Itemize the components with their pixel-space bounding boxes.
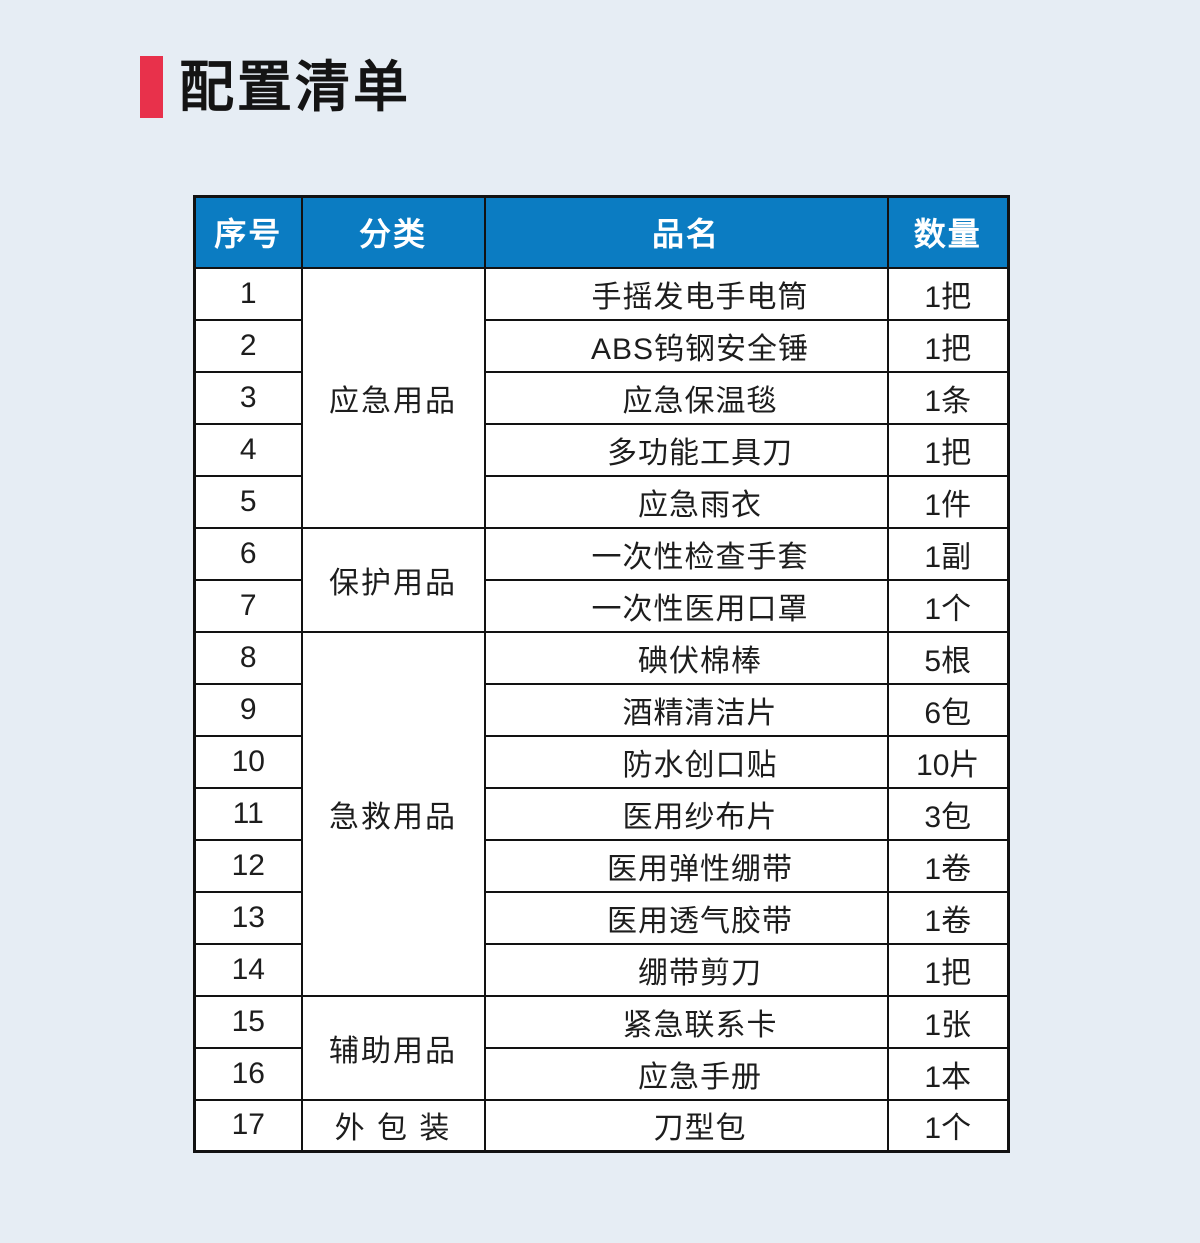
cell-row-number: 9 xyxy=(193,682,303,737)
table-row: 16 应急手册 1本 xyxy=(193,1046,1010,1101)
cell-category: 急救用品 xyxy=(300,630,486,997)
table-row: 6 保护用品 一次性检查手套 1副 xyxy=(193,526,1010,633)
table-row: 10 防水创口贴 10片 xyxy=(193,734,1010,789)
cell-quantity: 6包 xyxy=(886,682,1010,737)
cell-quantity: 1把 xyxy=(886,318,1010,373)
cell-row-number: 2 xyxy=(193,318,303,373)
cell-row-number: 7 xyxy=(193,578,303,633)
table-row: 4 多功能工具刀 1把 xyxy=(193,422,1010,477)
cell-item-name: 应急保温毯 xyxy=(483,370,889,425)
table-row: 1 应急用品 手摇发电手电筒 1把 xyxy=(193,266,1010,529)
cell-quantity: 1副 xyxy=(886,526,1010,581)
cell-row-number: 10 xyxy=(193,734,303,789)
table-row: 7 一次性医用口罩 1个 xyxy=(193,578,1010,633)
cell-quantity: 1个 xyxy=(886,1098,1010,1153)
cell-row-number: 12 xyxy=(193,838,303,893)
table-row: 5 应急雨衣 1件 xyxy=(193,474,1010,529)
column-header-no: 序号 xyxy=(193,195,303,269)
cell-quantity: 5根 xyxy=(886,630,1010,685)
inventory-table-header: 序号 分类 品名 数量 xyxy=(193,195,1010,269)
cell-row-number: 8 xyxy=(193,630,303,685)
cell-row-number: 6 xyxy=(193,526,303,581)
cell-quantity: 1本 xyxy=(886,1046,1010,1101)
cell-category: 外 包 装 xyxy=(300,1098,486,1153)
column-header-name: 品名 xyxy=(483,195,889,269)
cell-quantity: 1把 xyxy=(886,266,1010,321)
cell-item-name: 应急雨衣 xyxy=(483,474,889,529)
cell-quantity: 1卷 xyxy=(886,890,1010,945)
table-row: 17 外 包 装刀型包 1个 xyxy=(193,1098,1010,1153)
header-row: 序号 分类 品名 数量 xyxy=(193,195,1010,269)
cell-item-name: 防水创口贴 xyxy=(483,734,889,789)
cell-quantity: 3包 xyxy=(886,786,1010,841)
cell-quantity: 10片 xyxy=(886,734,1010,789)
cell-item-name: 医用弹性绷带 xyxy=(483,838,889,893)
table-row: 11 医用纱布片 3包 xyxy=(193,786,1010,841)
inventory-table-body: 1 应急用品 手摇发电手电筒 1把 2 ABS钨钢安全锤 1把 3 应急保温毯 1条 4 多功能工具刀… xyxy=(193,266,1010,1153)
cell-category: 辅助用品 xyxy=(300,994,486,1101)
table-row: 15 辅助用品 紧急联系卡 1张 xyxy=(193,994,1010,1101)
cell-quantity: 1条 xyxy=(886,370,1010,425)
cell-quantity: 1把 xyxy=(886,942,1010,997)
cell-item-name: 酒精清洁片 xyxy=(483,682,889,737)
cell-item-name: 碘伏棉棒 xyxy=(483,630,889,685)
table-row: 12 医用弹性绷带 1卷 xyxy=(193,838,1010,893)
cell-item-name: 紧急联系卡 xyxy=(483,994,889,1049)
cell-row-number: 4 xyxy=(193,422,303,477)
cell-item-name: 一次性检查手套 xyxy=(483,526,889,581)
page-title: 配置清单 xyxy=(179,55,412,118)
cell-item-name: 医用纱布片 xyxy=(483,786,889,841)
column-header-qty: 数量 xyxy=(886,195,1010,269)
table-row: 13 医用透气胶带 1卷 xyxy=(193,890,1010,945)
cell-item-name: 多功能工具刀 xyxy=(483,422,889,477)
cell-row-number: 14 xyxy=(193,942,303,997)
table-row: 14 绷带剪刀 1把 xyxy=(193,942,1010,997)
cell-row-number: 16 xyxy=(193,1046,303,1101)
cell-row-number: 11 xyxy=(193,786,303,841)
cell-row-number: 3 xyxy=(193,370,303,425)
cell-item-name: 绷带剪刀 xyxy=(483,942,889,997)
cell-row-number: 1 xyxy=(193,266,303,321)
cell-quantity: 1卷 xyxy=(886,838,1010,893)
cell-item-name: 医用透气胶带 xyxy=(483,890,889,945)
cell-item-name: 一次性医用口罩 xyxy=(483,578,889,633)
cell-quantity: 1件 xyxy=(886,474,1010,529)
cell-row-number: 15 xyxy=(193,994,303,1049)
cell-row-number: 13 xyxy=(193,890,303,945)
cell-category: 应急用品 xyxy=(300,266,486,529)
cell-item-name: 手摇发电手电筒 xyxy=(483,266,889,321)
table-row: 2 ABS钨钢安全锤 1把 xyxy=(193,318,1010,373)
title-accent-bar xyxy=(140,56,163,118)
cell-quantity: 1张 xyxy=(886,994,1010,1049)
cell-item-name: 刀型包 xyxy=(483,1098,889,1153)
column-header-category: 分类 xyxy=(300,195,486,269)
cell-row-number: 5 xyxy=(193,474,303,529)
cell-quantity: 1把 xyxy=(886,422,1010,477)
table-row: 9 酒精清洁片 6包 xyxy=(193,682,1010,737)
cell-row-number: 17 xyxy=(193,1098,303,1153)
cell-item-name: ABS钨钢安全锤 xyxy=(483,318,889,373)
page-header: 配置清单 xyxy=(140,56,411,118)
table-row: 3 应急保温毯 1条 xyxy=(193,370,1010,425)
table-row: 8 急救用品 碘伏棉棒 5根 xyxy=(193,630,1010,997)
cell-quantity: 1个 xyxy=(886,578,1010,633)
inventory-table: 序号 分类 品名 数量 1 应急用品 手摇发电手电筒 1把 2 ABS钨钢安全锤 1把 3 应急… xyxy=(193,195,1010,1153)
cell-category: 保护用品 xyxy=(300,526,486,633)
cell-item-name: 应急手册 xyxy=(483,1046,889,1101)
